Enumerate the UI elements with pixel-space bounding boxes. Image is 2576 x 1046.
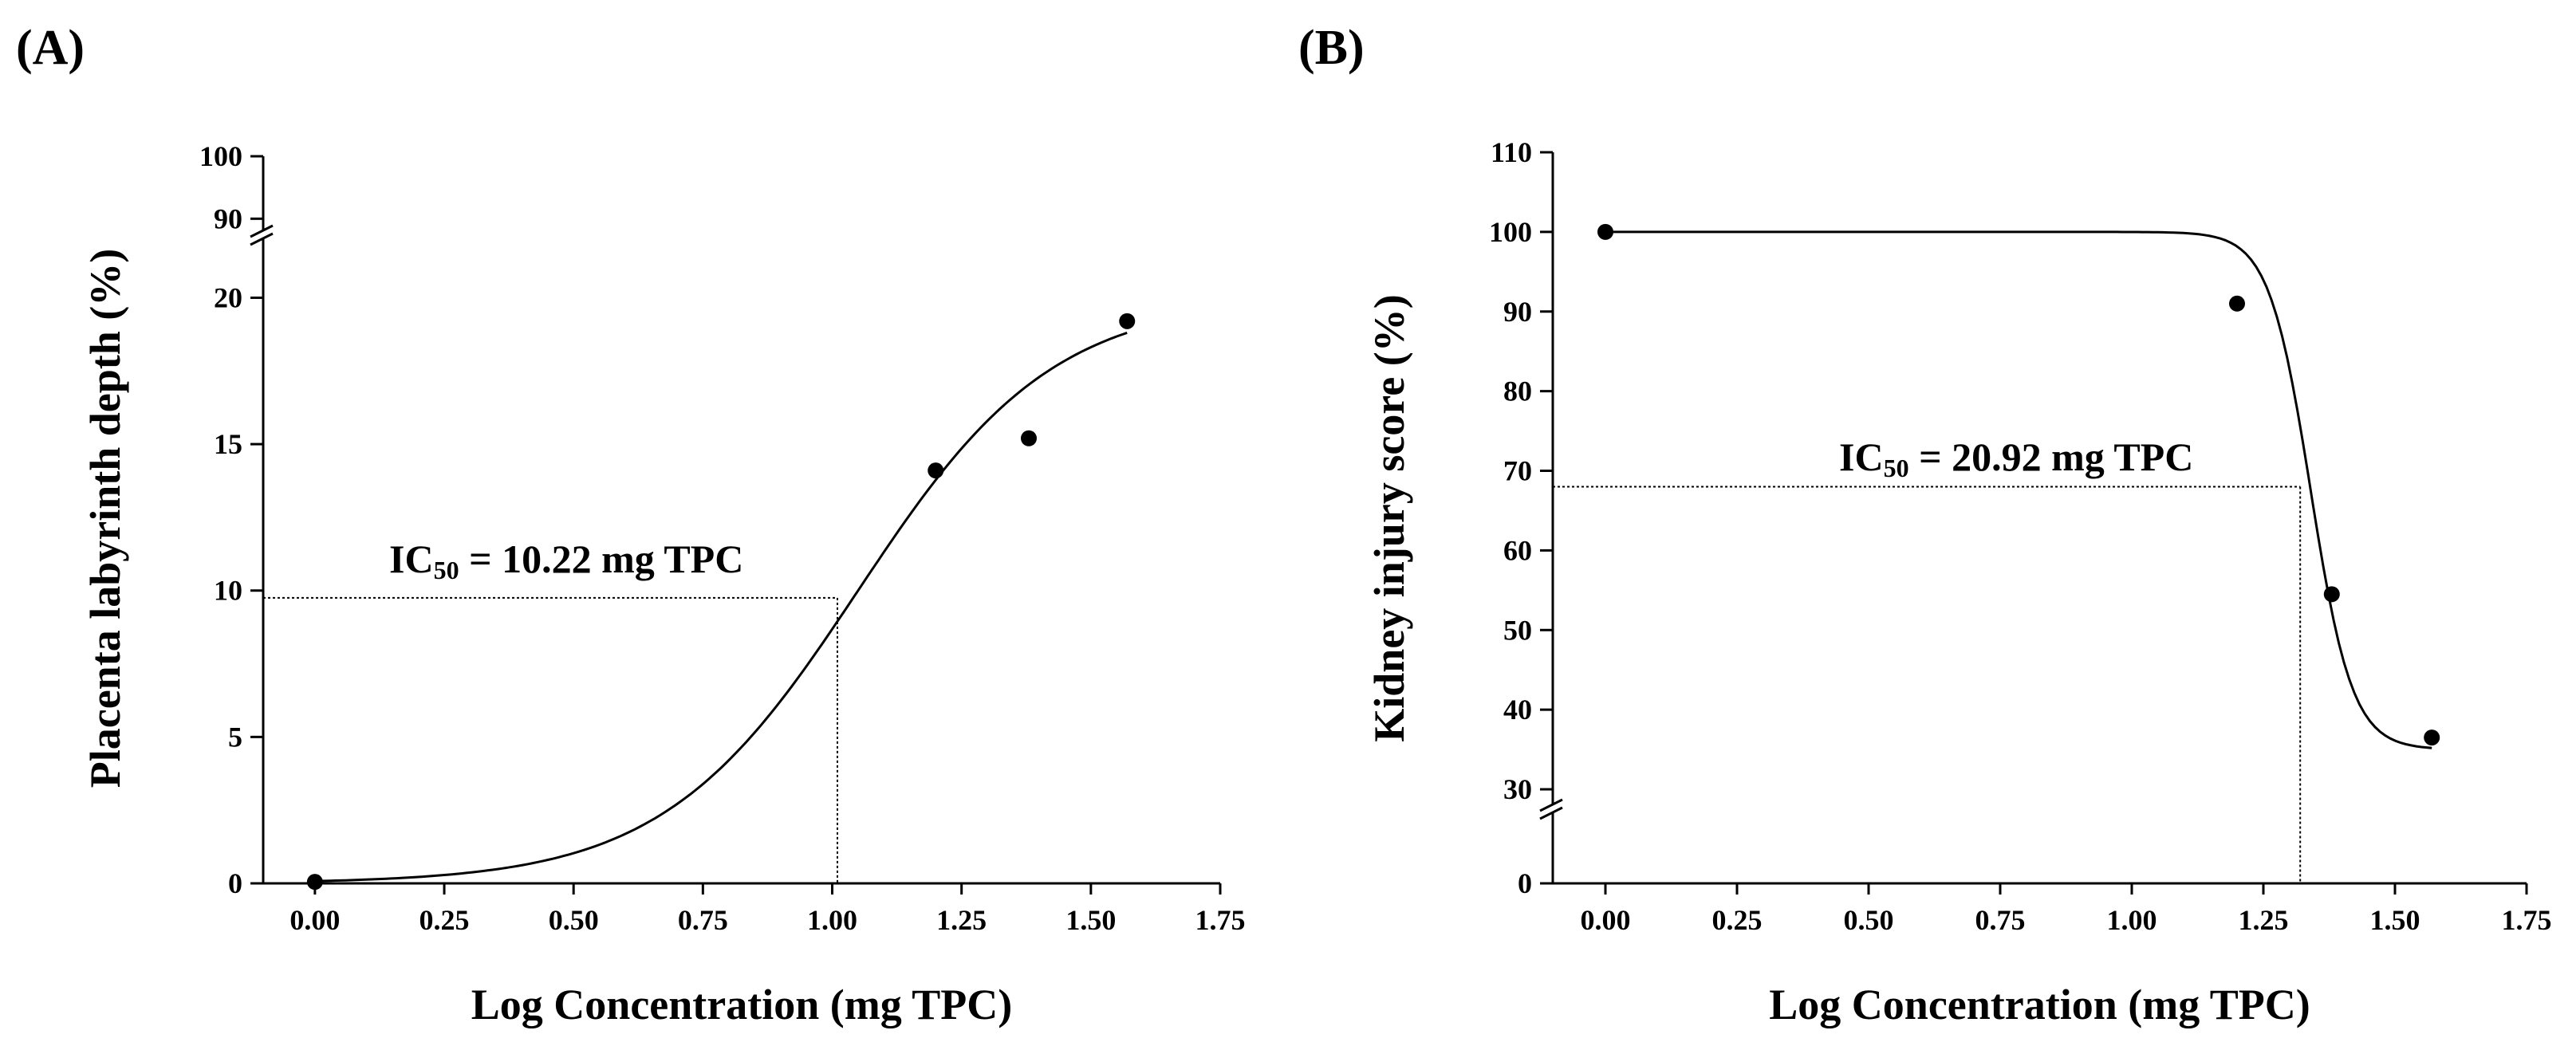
ic50-subscript: 50	[434, 556, 459, 584]
x-axis-title: Log Concentration (mg TPC)	[471, 981, 1012, 1028]
x-tick-label: 0.75	[1975, 904, 2026, 936]
x-tick-label: 1.75	[2502, 904, 2552, 936]
fit-curve	[314, 331, 1128, 883]
axis-break-mark	[250, 232, 274, 246]
fit-curve	[1605, 230, 2432, 749]
panel-label: (A)	[16, 21, 85, 75]
y-tick-label: 90	[214, 203, 242, 234]
y-tick-label: 70	[1503, 455, 1532, 487]
ic50-prefix: IC	[389, 537, 434, 581]
y-tick-label: 15	[214, 428, 242, 460]
y-tick-label: 100	[1489, 216, 1532, 248]
y-tick-label: 5	[228, 721, 242, 753]
data-point	[1597, 223, 1613, 240]
panel-label: (B)	[1298, 21, 1365, 75]
y-tick-label: 110	[1491, 136, 1532, 168]
y-tick-label: 80	[1503, 376, 1532, 407]
y-tick-label: 50	[1503, 614, 1532, 646]
x-tick-label: 0.50	[1844, 904, 1894, 936]
y-axis-title: Placenta labyrinth depth (%)	[81, 249, 129, 788]
panel-b: (B) 0.00 0.25 0.50 0.75 1.00 1.25 1.50 1.75 0 30 40…	[1298, 21, 2552, 1028]
x-tick-label: 1.00	[807, 904, 857, 936]
x-tick-label: 1.50	[2370, 904, 2420, 936]
data-point	[1119, 313, 1136, 329]
ic50-annotation: IC50 = 20.92 mg TPC	[1839, 435, 2193, 482]
data-point	[306, 874, 323, 891]
y-tick-label: 100	[199, 140, 242, 172]
x-tick-label: 0.00	[1581, 904, 1631, 936]
y-tick-label: 60	[1503, 534, 1532, 566]
data-point	[1021, 430, 1037, 446]
y-tick-label: 0	[1518, 867, 1532, 899]
x-tick-label: 1.50	[1065, 904, 1116, 936]
data-point	[928, 462, 944, 479]
data-point	[2229, 295, 2245, 312]
x-tick-label: 0.50	[549, 904, 599, 936]
ic50-prefix: IC	[1839, 435, 1884, 479]
x-tick-label: 0.25	[419, 904, 470, 936]
ic50-annotation: IC50 = 10.22 mg TPC	[389, 537, 743, 584]
y-tick-label: 20	[214, 281, 242, 313]
panel-a: (A) 0.00 0.25 0.50 0.75 1.00 1.25 1.50 1.75 0 5 10 1…	[16, 21, 1246, 1028]
y-tick-label: 0	[228, 867, 242, 899]
x-tick-label: 0.75	[678, 904, 728, 936]
y-tick-label: 30	[1503, 773, 1532, 805]
x-tick-label: 1.75	[1195, 904, 1246, 936]
x-tick-label: 1.25	[936, 904, 987, 936]
ic50-value: = 10.22 mg TPC	[459, 537, 744, 581]
x-tick-label: 0.25	[1712, 904, 1763, 936]
x-tick-label: 1.25	[2239, 904, 2289, 936]
x-tick-label: 1.00	[2107, 904, 2157, 936]
x-tick-label: 0.00	[290, 904, 340, 936]
y-tick-label: 10	[214, 575, 242, 607]
y-tick-label: 90	[1503, 296, 1532, 328]
axis-break-mark	[1539, 806, 1563, 820]
axis-break-mark	[250, 224, 274, 238]
x-axis-title: Log Concentration (mg TPC)	[1769, 981, 2310, 1028]
y-axis-title: Kidney injury score (%)	[1365, 294, 1413, 741]
data-point	[2424, 729, 2440, 746]
ic50-value: = 20.92 mg TPC	[1909, 435, 2194, 479]
data-point	[2323, 586, 2340, 603]
ic50-subscript: 50	[1884, 454, 1909, 482]
y-tick-label: 40	[1503, 694, 1532, 726]
axis-break-mark	[1539, 798, 1563, 812]
